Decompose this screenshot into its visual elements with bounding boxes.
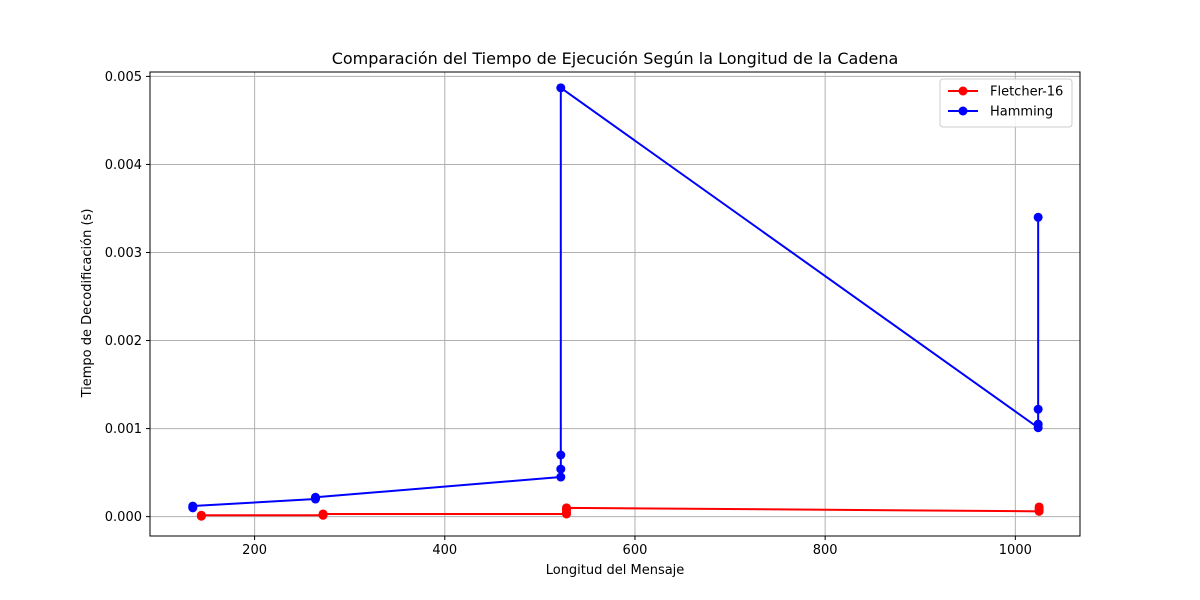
legend-marker: [958, 106, 968, 116]
y-axis-label: Tiempo de Decodificación (s): [80, 209, 95, 399]
x-tick-label: 200: [242, 543, 267, 558]
data-point-hamming: [556, 83, 566, 93]
data-point-fletcher-16: [318, 509, 328, 519]
x-tick-label: 400: [432, 543, 457, 558]
legend-marker: [958, 86, 968, 96]
y-tick-label: 0.004: [105, 158, 142, 173]
ticks: 200 400 600 800 1000 0.000 0.001 0.002 0.003 0.00…: [105, 70, 1032, 558]
data-point-hamming: [1033, 404, 1043, 414]
x-tick-label: 800: [813, 543, 838, 558]
y-tick-label: 0.002: [105, 334, 142, 349]
legend-label: Hamming: [990, 105, 1053, 120]
series-hamming: [188, 83, 1043, 513]
data-point-hamming: [556, 450, 566, 460]
x-tick-label: 600: [623, 543, 648, 558]
grid: [150, 72, 1080, 536]
data-point-hamming: [556, 464, 566, 474]
y-tick-label: 0.000: [105, 510, 142, 525]
axes-frame: [149, 71, 1081, 537]
data-point-hamming: [1033, 419, 1043, 429]
chart-title: Comparación del Tiempo de Ejecución Segú…: [332, 49, 899, 68]
data-point-hamming: [310, 492, 320, 502]
x-axis-label: Longitud del Mensaje: [546, 563, 685, 578]
series-fletcher-16: [196, 502, 1044, 521]
x-tick-label: 1000: [999, 543, 1032, 558]
y-tick-label: 0.005: [105, 70, 142, 85]
data-point-fletcher-16: [1034, 502, 1044, 512]
legend: Fletcher-16 Hamming: [939, 78, 1073, 128]
y-tick-label: 0.003: [105, 246, 142, 261]
legend-item-fletcher-16: Fletcher-16: [948, 85, 1063, 100]
data-point-fletcher-16: [562, 503, 572, 513]
legend-label: Fletcher-16: [990, 85, 1063, 100]
legend-item-hamming: Hamming: [948, 105, 1053, 120]
data-point-fletcher-16: [196, 510, 206, 520]
y-tick-label: 0.001: [105, 422, 142, 437]
data-point-hamming: [1033, 212, 1043, 222]
data-point-hamming: [188, 501, 198, 511]
data-point-hamming: [556, 472, 566, 482]
series-layer: [188, 83, 1044, 521]
